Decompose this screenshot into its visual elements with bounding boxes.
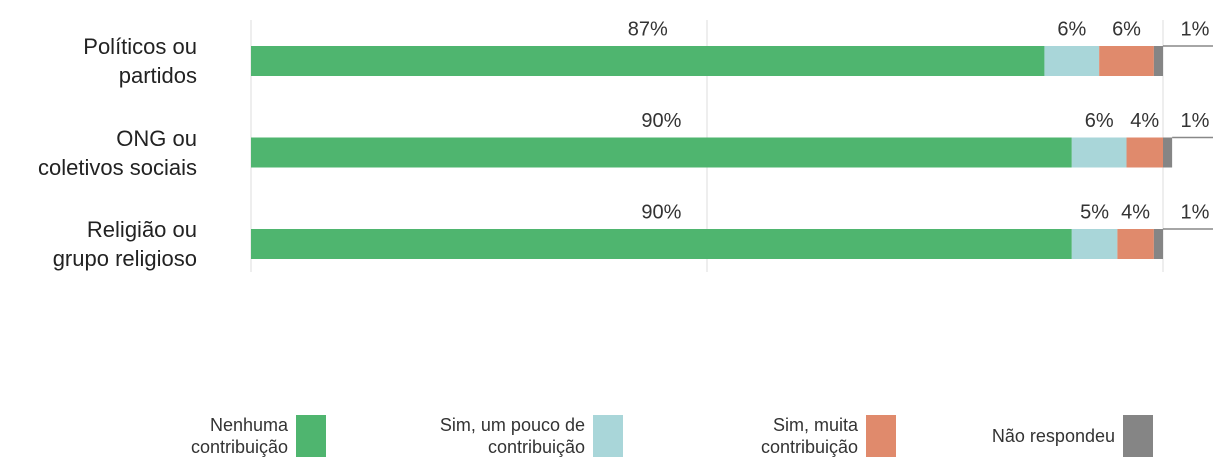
data-label: 6%: [1085, 110, 1114, 132]
data-label: 4%: [1121, 201, 1150, 223]
bar-segment: [1099, 46, 1154, 76]
bar-segment: [1153, 229, 1163, 259]
data-label: 90%: [641, 110, 681, 132]
bar-segment: [1163, 137, 1173, 168]
bar-segment: [1071, 229, 1118, 259]
data-label: 87%: [628, 18, 668, 40]
bar-segment: [251, 229, 1072, 259]
bar-segment: [1126, 137, 1163, 168]
bar-segment: [1044, 46, 1100, 76]
data-label: 1%: [1181, 110, 1210, 132]
bar-segment: [1153, 46, 1163, 76]
bar-segment: [251, 137, 1072, 168]
data-label: 90%: [641, 201, 681, 223]
legend-swatch: [593, 415, 623, 457]
bar-segment: [1117, 229, 1154, 259]
legend-label: Nenhuma contribuição: [190, 415, 288, 457]
legend-swatch: [1123, 415, 1153, 457]
bar-segment: [251, 46, 1045, 76]
legend-swatch: [866, 415, 896, 457]
data-label: 4%: [1130, 110, 1159, 132]
legend-label: Sim, muita contribuição: [760, 415, 858, 457]
data-label: 5%: [1080, 201, 1109, 223]
category-label: ONG ou coletivos sociais: [38, 125, 197, 180]
data-label: 6%: [1057, 18, 1086, 40]
data-label: 1%: [1181, 18, 1210, 40]
legend-label: Não respondeu: [991, 426, 1115, 446]
bar-segment: [1071, 137, 1127, 168]
data-label: 6%: [1112, 18, 1141, 40]
data-label: 1%: [1181, 201, 1210, 223]
category-label: Políticos ou partidos: [83, 34, 197, 88]
legend-swatch: [296, 415, 326, 457]
category-label: Religião ou grupo religioso: [52, 217, 197, 271]
legend-label: Sim, um pouco de contribuição: [439, 415, 585, 457]
